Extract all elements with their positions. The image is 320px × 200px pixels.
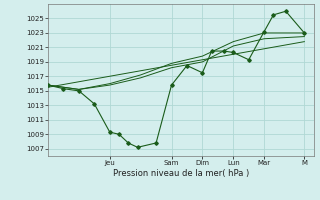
X-axis label: Pression niveau de la mer( hPa ): Pression niveau de la mer( hPa ) (113, 169, 249, 178)
